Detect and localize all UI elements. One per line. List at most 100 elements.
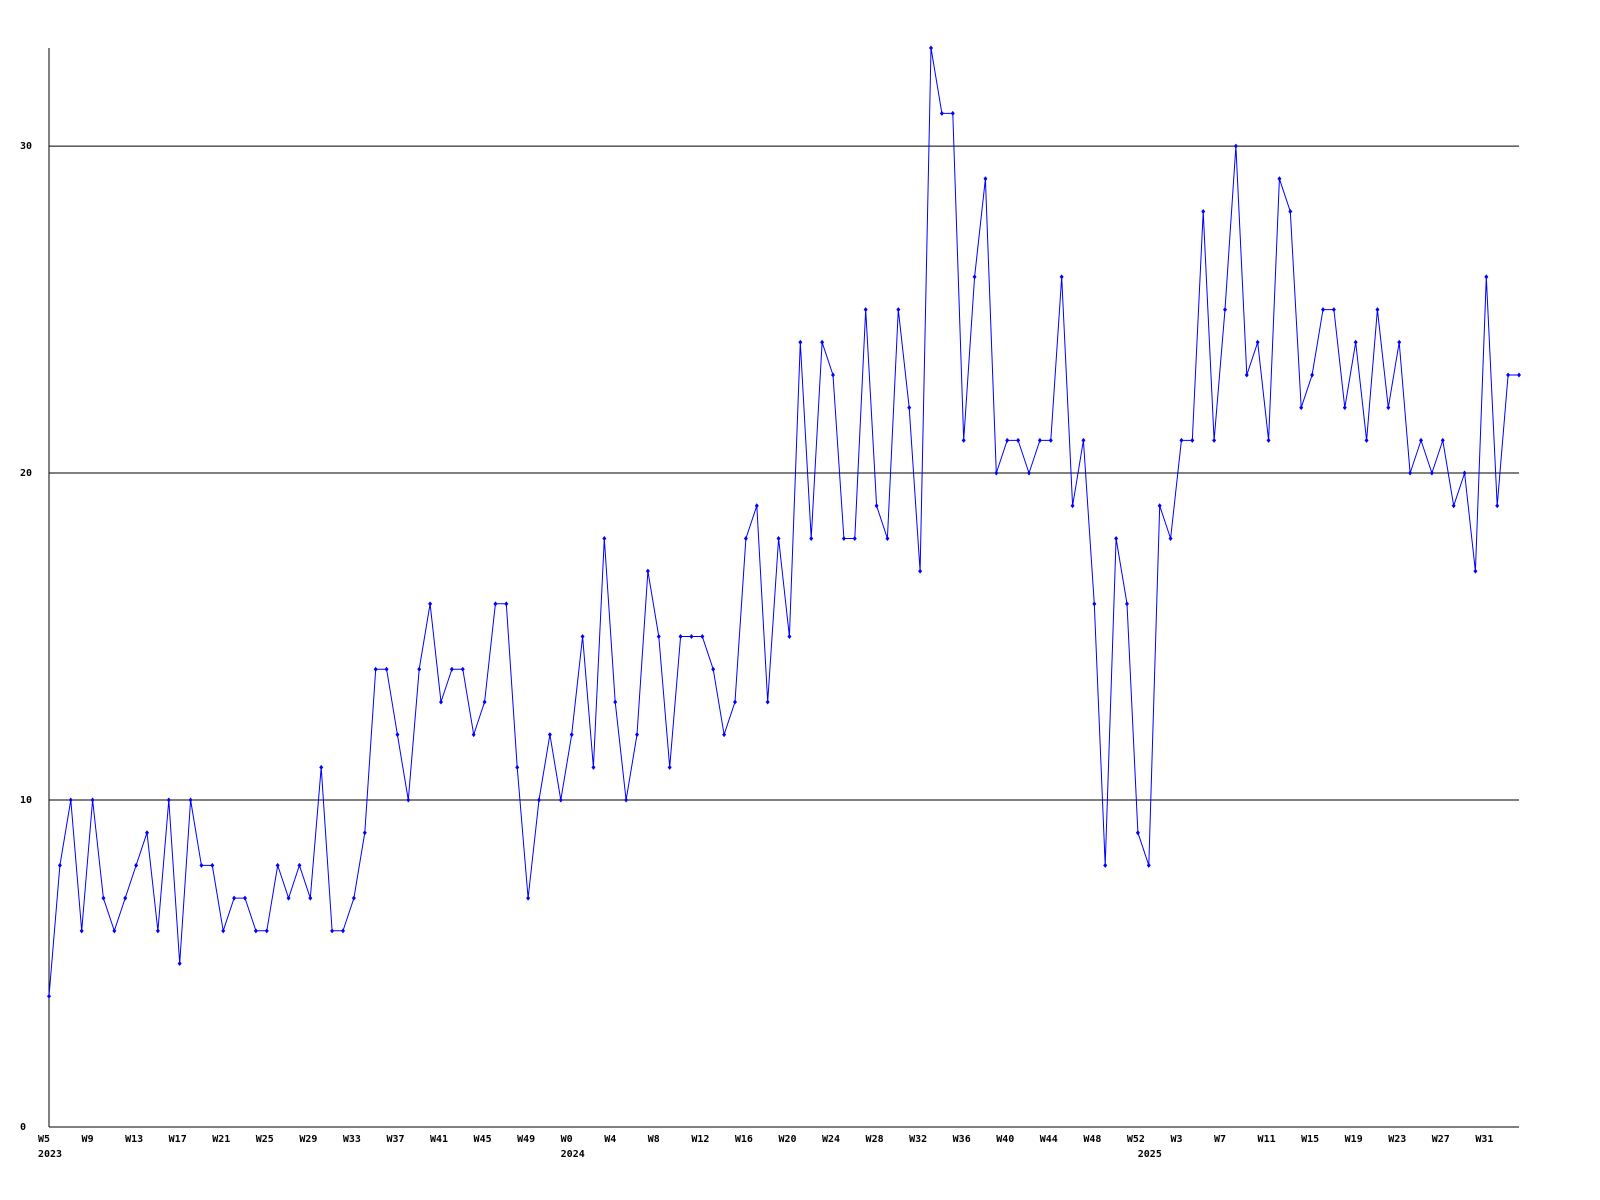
data-point [569, 732, 574, 738]
data-point [667, 764, 672, 770]
data-point [1408, 470, 1413, 476]
data-point [1179, 437, 1184, 443]
data-point [1005, 437, 1010, 443]
data-point [1429, 470, 1434, 476]
x-tick-label: W8 [648, 1134, 660, 1145]
data-point [950, 110, 955, 116]
data-point [112, 928, 117, 934]
data-point [166, 797, 171, 803]
data-point [101, 895, 106, 901]
x-tick-label: W31 [1475, 1134, 1493, 1145]
data-point [1266, 437, 1271, 443]
data-point [1255, 339, 1260, 345]
data-point [1168, 535, 1173, 541]
data-point [253, 928, 258, 934]
data-point [1016, 437, 1021, 443]
x-tick-label: W9 [82, 1134, 94, 1145]
y-tick-label: 0 [20, 1122, 26, 1133]
data-point [743, 535, 748, 541]
data-point [591, 764, 596, 770]
year-label: 2024 [561, 1149, 585, 1160]
data-point [711, 666, 716, 672]
year-label: 2023 [38, 1149, 62, 1160]
data-point [1114, 535, 1119, 541]
data-point [1419, 437, 1423, 443]
data-point [765, 699, 770, 705]
data-point [1517, 372, 1521, 378]
x-tick-label: W32 [909, 1134, 927, 1145]
data-point [210, 862, 215, 868]
y-tick-label: 20 [20, 468, 32, 479]
data-point [1157, 503, 1162, 509]
data-point [493, 601, 498, 607]
data-point [1310, 372, 1315, 378]
data-point [1212, 437, 1217, 443]
data-point [929, 45, 933, 51]
data-point [1299, 405, 1304, 411]
data-point [275, 862, 280, 868]
data-point [1223, 307, 1227, 313]
y-tick-label: 10 [20, 795, 32, 806]
data-point [547, 732, 552, 738]
data-point [1321, 307, 1325, 313]
x-tick-label: W11 [1258, 1134, 1276, 1145]
data-point [733, 699, 737, 705]
data-point [1244, 372, 1249, 378]
data-point [983, 176, 988, 182]
x-tick-label: W3 [1170, 1134, 1182, 1145]
data-point [145, 830, 149, 836]
data-point [787, 634, 792, 640]
data-point [79, 928, 84, 934]
data-point [504, 601, 509, 607]
data-point [1375, 307, 1380, 313]
data-point [1125, 601, 1129, 607]
x-tick-label: W48 [1083, 1134, 1101, 1145]
data-point [1233, 143, 1238, 149]
x-tick-label: W23 [1388, 1134, 1406, 1145]
data-point [645, 568, 650, 574]
data-point [1201, 208, 1206, 214]
data-point [177, 961, 182, 967]
data-point [678, 634, 683, 640]
x-tick-label: W25 [256, 1134, 274, 1145]
data-point [820, 339, 825, 345]
data-point [460, 666, 465, 672]
x-tick-label: W24 [822, 1134, 840, 1145]
data-point [351, 895, 356, 901]
x-tick-label: W0 [561, 1134, 573, 1145]
data-point [47, 993, 51, 999]
x-tick-label: W33 [343, 1134, 361, 1145]
data-point [373, 666, 378, 672]
data-point [798, 339, 803, 345]
data-point [439, 699, 443, 705]
data-point [939, 110, 944, 116]
data-point [809, 535, 814, 541]
x-tick-label: W29 [299, 1134, 317, 1145]
data-point [852, 535, 857, 541]
data-point [1103, 862, 1108, 868]
data-point [428, 601, 433, 607]
data-point [1451, 503, 1456, 509]
data-point [700, 634, 705, 640]
y-tick-label: 30 [20, 141, 32, 152]
x-tick-label: W37 [386, 1134, 404, 1145]
data-point [874, 503, 879, 509]
x-tick-label: W36 [953, 1134, 971, 1145]
data-point [482, 699, 487, 705]
data-point [90, 797, 95, 803]
data-point [885, 535, 890, 541]
data-point [972, 274, 977, 280]
year-label: 2025 [1138, 1149, 1162, 1160]
data-point [1440, 437, 1445, 443]
data-point [776, 535, 781, 541]
data-point [1353, 339, 1358, 345]
data-point [918, 568, 923, 574]
x-tick-label: W13 [125, 1134, 143, 1145]
data-point [537, 797, 541, 803]
data-point [471, 732, 476, 738]
data-point [1092, 601, 1097, 607]
x-tick-label: W7 [1214, 1134, 1226, 1145]
data-point [123, 895, 128, 901]
data-point [1506, 372, 1511, 378]
